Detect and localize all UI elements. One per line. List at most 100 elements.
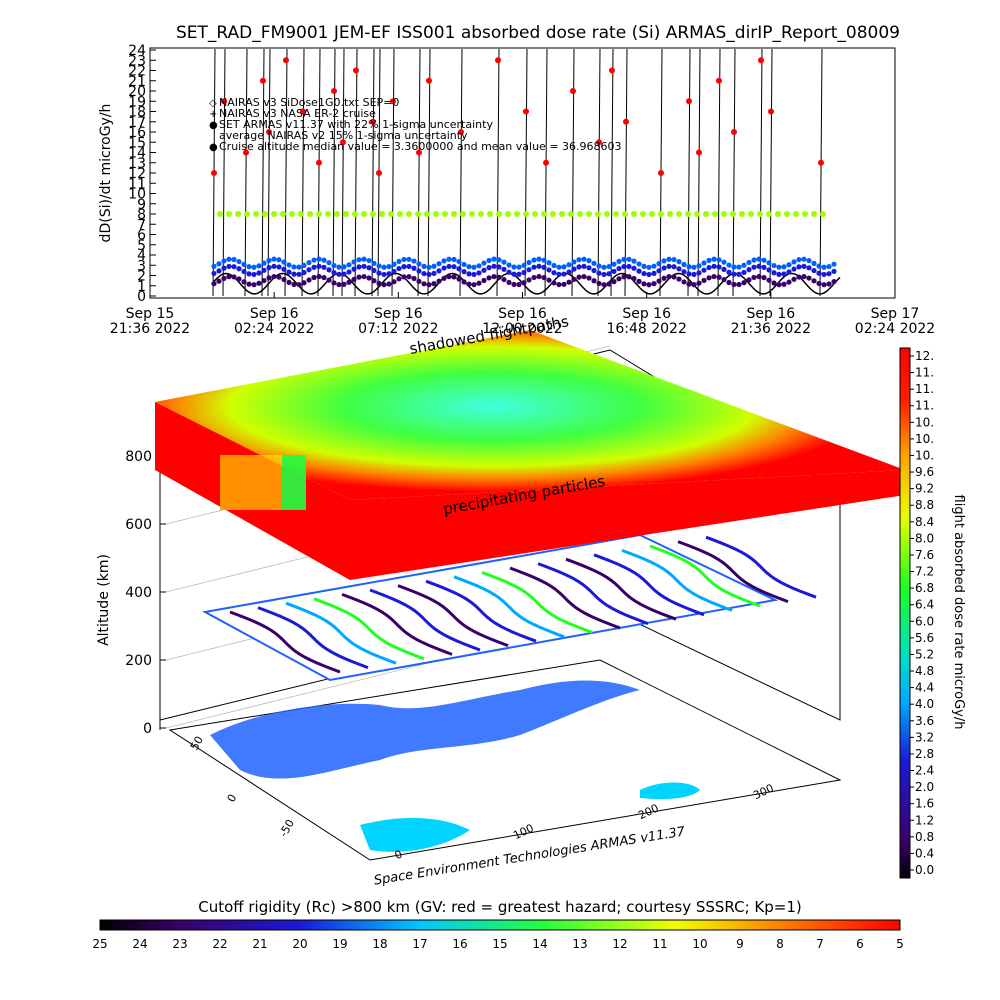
data-point <box>786 269 792 275</box>
data-point <box>514 211 520 217</box>
data-point <box>641 263 647 269</box>
data-point <box>730 211 736 217</box>
data-point <box>256 263 262 269</box>
data-point <box>506 262 512 268</box>
data-point <box>246 264 252 270</box>
data-point <box>616 276 622 282</box>
data-point <box>236 266 242 272</box>
dose-tick-label: 0.8 <box>915 830 934 844</box>
data-point <box>771 262 777 269</box>
data-point <box>356 274 362 280</box>
data-point <box>784 211 790 217</box>
spike-line <box>284 48 288 297</box>
data-point <box>366 275 372 281</box>
data-point <box>706 257 712 263</box>
data-point <box>321 264 327 270</box>
orbit-track <box>369 588 481 652</box>
data-point <box>388 211 394 217</box>
data-point <box>766 260 772 266</box>
continents-map <box>210 680 640 779</box>
data-point <box>586 211 592 217</box>
spike-line <box>610 48 614 297</box>
data-point <box>666 256 672 262</box>
data-point <box>568 211 574 217</box>
data-point <box>421 281 427 287</box>
data-point <box>471 271 477 278</box>
spike-line <box>244 48 248 297</box>
data-point <box>506 269 512 275</box>
data-point <box>260 77 266 84</box>
data-point <box>340 139 346 146</box>
data-point <box>606 281 612 287</box>
data-point <box>736 271 742 277</box>
data-point <box>771 280 777 286</box>
data-point <box>521 280 527 286</box>
dose-rate-timeseries: 0123456789101112131415161718192021222324… <box>98 43 935 337</box>
data-point <box>706 264 712 271</box>
spike-line <box>571 48 575 297</box>
data-point <box>381 264 387 270</box>
orbit-track <box>537 562 649 626</box>
data-point <box>298 211 304 217</box>
data-point <box>816 263 822 269</box>
data-point <box>741 262 747 268</box>
data-point <box>431 281 437 287</box>
data-point <box>321 257 327 263</box>
data-point <box>768 108 774 115</box>
data-point <box>283 57 289 64</box>
data-point <box>531 274 537 281</box>
data-point <box>346 262 352 268</box>
orbit-track <box>481 570 593 634</box>
data-point <box>341 271 347 277</box>
data-point <box>726 279 732 286</box>
lon-tick-label: 0 <box>393 847 405 862</box>
rigidity-tick-label: 16 <box>452 937 467 951</box>
y-tick-label: 9 <box>137 197 146 213</box>
data-point <box>281 259 287 265</box>
data-point <box>758 57 764 64</box>
y-tick-label: 18 <box>128 105 146 121</box>
dose-tick-label: 2.8 <box>915 747 934 761</box>
z-tick-label: 800 <box>125 449 152 465</box>
x-tick-label-time: 07:12 2022 <box>358 321 438 337</box>
lat-tick-label: 50 <box>188 734 206 753</box>
spike-line <box>222 48 226 297</box>
data-point <box>246 281 252 287</box>
data-point <box>300 108 306 115</box>
data-point <box>696 270 702 276</box>
data-point <box>451 211 457 217</box>
data-point <box>751 264 757 270</box>
data-point <box>226 274 232 280</box>
data-point <box>426 264 432 270</box>
data-point <box>376 263 382 269</box>
dose-tick-label: 8.8 <box>915 498 934 512</box>
data-point <box>656 278 662 284</box>
legend-entry: average NAIRAS v2 15% 1-sigma uncertaint… <box>219 129 468 142</box>
data-point <box>691 271 697 278</box>
data-point <box>761 275 767 281</box>
data-point <box>551 262 557 269</box>
x-tick-label-time: 16:48 2022 <box>606 321 686 337</box>
data-point <box>396 265 402 272</box>
data-point <box>441 275 447 281</box>
data-point <box>461 269 467 275</box>
data-point <box>671 274 677 280</box>
x-tick-label-time: 12:00 2022 <box>482 321 562 337</box>
data-point <box>469 211 475 217</box>
rigidity-colorbar-title: Cutoff rigidity (Rc) >800 km (GV: red = … <box>198 898 801 916</box>
data-point <box>511 264 517 270</box>
data-point <box>396 258 402 265</box>
antarctic-region <box>360 818 470 852</box>
spike-line <box>354 48 358 297</box>
data-point <box>456 258 462 265</box>
data-point <box>371 278 377 284</box>
data-point <box>361 263 367 269</box>
data-point <box>551 280 557 286</box>
data-point <box>596 139 602 146</box>
data-point <box>691 264 697 270</box>
spike-line <box>732 48 736 297</box>
data-point <box>556 271 562 277</box>
data-point <box>550 211 556 217</box>
slab-band-yellow <box>240 455 282 510</box>
data-point <box>416 278 422 284</box>
